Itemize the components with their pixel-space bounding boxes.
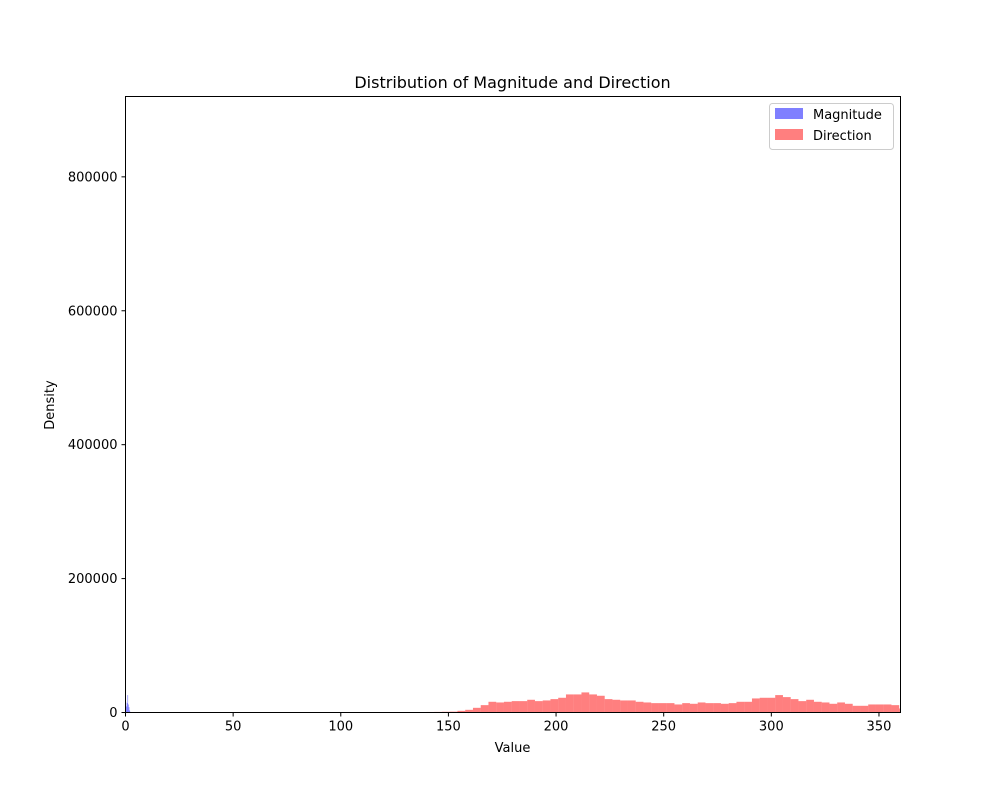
direction-bar <box>480 705 489 713</box>
x-tick-label: 150 <box>436 720 461 735</box>
x-tick-label: 350 <box>867 720 892 735</box>
y-tick-label: 400000 <box>68 438 118 453</box>
direction-bar <box>589 694 597 713</box>
direction-bar <box>852 705 861 713</box>
direction-bar <box>883 704 892 713</box>
legend: Magnitude Direction <box>769 103 894 150</box>
magnitude-bar <box>126 706 127 713</box>
direction-bar <box>666 703 675 713</box>
direction-bar <box>542 700 551 713</box>
direction-bar <box>798 701 807 713</box>
direction-bar <box>775 695 783 713</box>
direction-bar <box>527 699 535 713</box>
direction-bar <box>558 697 566 713</box>
direction-bar <box>759 697 768 713</box>
direction-bar <box>627 700 636 713</box>
x-tick-label: 100 <box>328 720 353 735</box>
direction-bar <box>620 700 628 713</box>
direction-bar <box>457 710 466 713</box>
direction-bar <box>891 705 900 713</box>
direction-bar <box>596 695 605 713</box>
y-tick-label: 0 <box>109 706 117 721</box>
legend-swatch-direction <box>775 129 803 140</box>
direction-bar <box>767 697 776 713</box>
magnitude-bar <box>126 703 128 713</box>
magnitude-bar <box>128 704 129 713</box>
direction-bar <box>658 703 667 713</box>
plot-frame <box>125 96 901 713</box>
direction-bar <box>829 703 838 713</box>
chart-title: Distribution of Magnitude and Direction <box>354 73 670 92</box>
direction-bar <box>751 698 760 713</box>
direction-bar <box>496 702 504 713</box>
direction-bar <box>674 704 683 713</box>
magnitude-bar <box>129 710 131 713</box>
direction-bar <box>837 702 845 713</box>
direction-bar <box>689 703 698 713</box>
direction-bar <box>713 703 721 713</box>
x-tick-label: 200 <box>544 720 569 735</box>
y-axis-label: Density <box>43 380 58 430</box>
direction-bar <box>736 701 745 713</box>
magnitude-bar <box>128 707 130 713</box>
legend-label-direction: Direction <box>813 129 872 144</box>
direction-bar <box>875 704 884 713</box>
direction-bar <box>635 701 644 713</box>
x-tick-label: 50 <box>225 720 242 735</box>
direction-bar <box>844 703 853 713</box>
magnitude-bar <box>127 695 129 713</box>
y-tick-label: 800000 <box>68 170 118 185</box>
direction-bar <box>472 707 481 713</box>
x-tick-label: 0 <box>121 720 129 735</box>
direction-bar <box>821 702 830 713</box>
direction-bar <box>790 699 799 713</box>
direction-bar <box>682 703 690 713</box>
direction-bar <box>565 694 574 713</box>
direction-bar <box>581 692 590 713</box>
x-axis-label: Value <box>495 741 531 756</box>
direction-bar <box>705 703 714 713</box>
direction-bar <box>806 699 814 713</box>
direction-bar <box>488 701 497 713</box>
direction-bar <box>899 708 901 713</box>
x-axis: 0 50 100 150 200 250 300 350 <box>121 712 892 735</box>
direction-bar <box>534 701 543 713</box>
direction-bar <box>813 701 822 713</box>
direction-bar <box>612 699 621 713</box>
direction-bar <box>519 701 528 713</box>
direction-bar <box>720 703 729 713</box>
direction-bar <box>604 699 613 713</box>
direction-bar <box>503 701 512 713</box>
direction-bar <box>697 702 706 713</box>
x-tick-label: 300 <box>759 720 784 735</box>
x-tick-label: 250 <box>651 720 676 735</box>
direction-bar <box>573 694 582 713</box>
legend-label-magnitude: Magnitude <box>813 108 882 123</box>
legend-swatch-magnitude <box>775 108 803 119</box>
direction-bar <box>550 699 559 713</box>
direction-bar <box>728 703 737 713</box>
direction-bar <box>744 701 752 713</box>
direction-bar <box>651 703 659 713</box>
y-tick-label: 600000 <box>68 304 118 319</box>
direction-bar <box>782 697 791 713</box>
direction-bar <box>511 701 520 713</box>
direction-bar <box>868 704 876 713</box>
direction-bar <box>643 702 652 713</box>
direction-bar <box>860 705 869 713</box>
y-axis: 0 200000 400000 600000 800000 <box>68 170 126 721</box>
y-tick-label: 200000 <box>68 572 118 587</box>
direction-bar <box>465 709 473 713</box>
bars-layer <box>125 692 901 713</box>
